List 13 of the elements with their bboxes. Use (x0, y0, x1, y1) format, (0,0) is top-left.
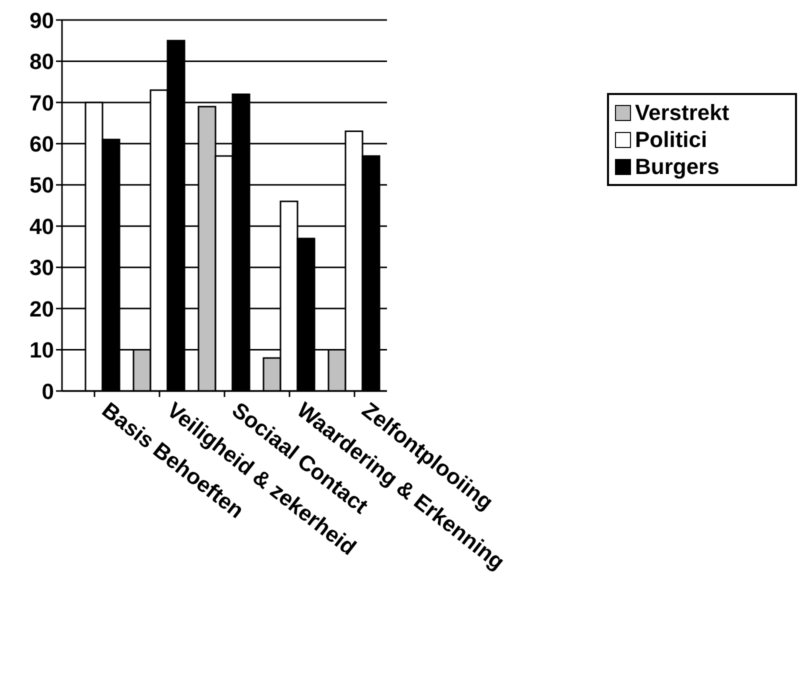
y-tick-label: 40 (30, 214, 54, 239)
y-tick-label: 10 (30, 338, 54, 363)
y-tick-label: 30 (30, 255, 54, 280)
legend-label: Politici (635, 126, 708, 152)
legend-label: Burgers (635, 154, 720, 180)
y-tick-label: 70 (30, 90, 54, 116)
y-tick-label: 0 (42, 378, 54, 404)
y-tick-label: 20 (30, 296, 54, 322)
legend-label: Verstrekt (635, 100, 730, 126)
y-tick-label: 90 (30, 8, 54, 33)
y-tick-label: 50 (30, 172, 54, 198)
y-tick-label: 60 (30, 131, 54, 156)
y-tick-label: 80 (30, 49, 54, 74)
